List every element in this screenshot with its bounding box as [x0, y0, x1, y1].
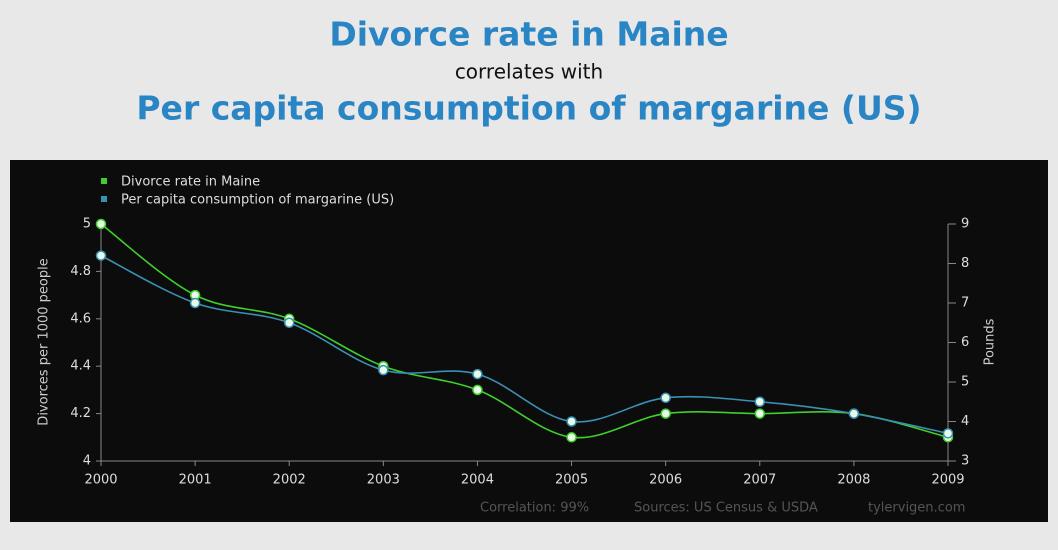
data-point — [942, 428, 954, 439]
annotation: Sources: US Census & USDA — [634, 501, 818, 516]
y2-tick-label: 8 — [961, 256, 969, 271]
legend-label: Divorce rate in Maine — [121, 175, 260, 190]
annotation: tylervigen.com — [868, 501, 965, 516]
data-point — [566, 416, 577, 427]
legend-swatch — [101, 196, 107, 202]
data-point — [189, 297, 201, 309]
data-point — [472, 368, 483, 380]
y2-axis-label: Pounds — [983, 318, 998, 365]
data-point — [472, 384, 483, 396]
data-point — [283, 317, 295, 328]
data-point — [754, 396, 766, 407]
data-point — [95, 218, 107, 230]
y2-tick-label: 7 — [961, 296, 969, 311]
x-tick-label: 2005 — [555, 473, 588, 488]
data-point — [95, 250, 107, 261]
title: Per capita consumption of margarine (US) — [136, 89, 921, 128]
y2-tick-label: 4 — [961, 414, 969, 429]
y-tick-label: 4.6 — [70, 311, 91, 326]
y2-tick-label: 3 — [961, 454, 969, 469]
x-tick-label: 2000 — [84, 473, 117, 488]
x-tick-label: 2007 — [743, 473, 776, 488]
y2-tick-label: 5 — [961, 375, 969, 390]
x-tick-label: 2003 — [367, 473, 400, 488]
y-tick-label: 5 — [83, 217, 91, 232]
legend-label: Per capita consumption of margarine (US) — [121, 193, 394, 208]
data-point — [378, 364, 389, 376]
subtitle: correlates with — [455, 60, 603, 84]
data-point — [848, 408, 860, 419]
data-point — [660, 392, 671, 404]
annotation: Correlation: 99% — [480, 501, 589, 516]
series-line — [100, 223, 949, 439]
y2-tick-label: 9 — [961, 217, 969, 232]
y2-tick-label: 6 — [961, 335, 969, 350]
x-tick-label: 2001 — [179, 473, 212, 488]
y-tick-label: 4.2 — [70, 406, 91, 421]
x-tick-label: 2006 — [649, 473, 682, 488]
y-tick-label: 4.8 — [70, 264, 91, 279]
x-tick-label: 2008 — [837, 473, 870, 488]
title: Divorce rate in Maine — [329, 15, 728, 54]
x-tick-label: 2002 — [273, 473, 306, 488]
data-point — [660, 408, 671, 419]
data-point — [566, 432, 577, 443]
series-line — [100, 254, 949, 435]
legend-swatch — [101, 178, 107, 184]
y-axis-label: Divorces per 1000 people — [37, 258, 52, 425]
y-tick-label: 4.4 — [70, 359, 91, 374]
y-tick-label: 4 — [83, 454, 91, 469]
x-tick-label: 2004 — [461, 473, 494, 488]
x-tick-label: 2009 — [931, 473, 964, 488]
chart-panel — [10, 160, 1048, 522]
data-point — [754, 408, 766, 419]
